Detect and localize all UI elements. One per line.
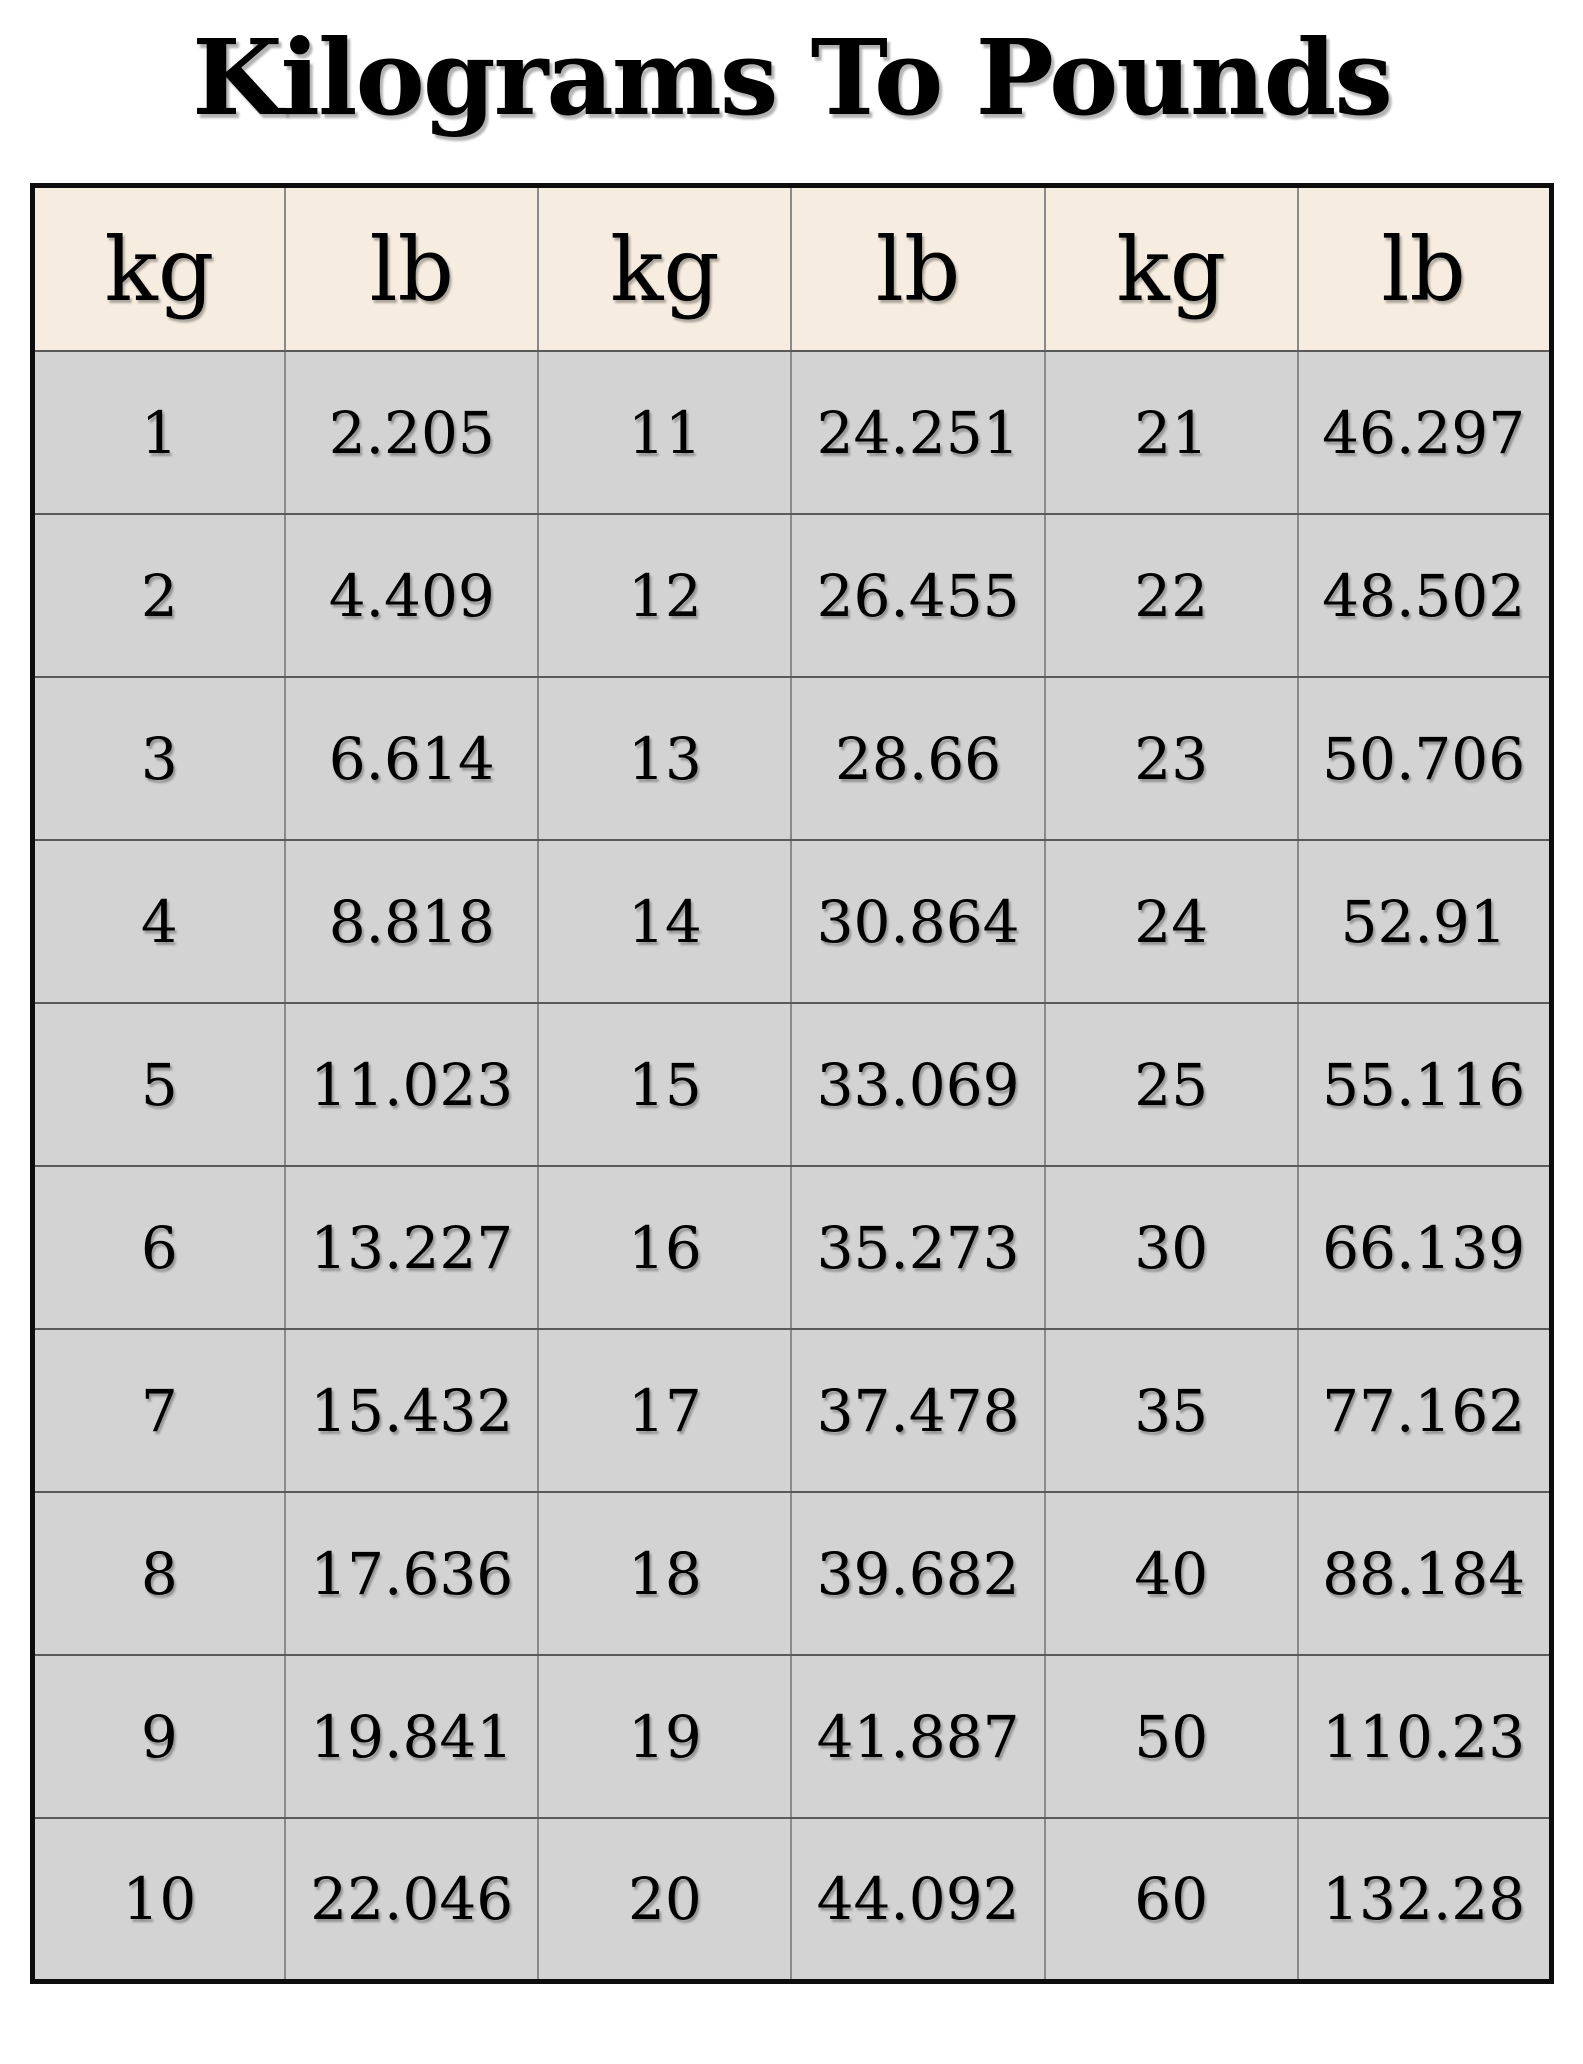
table-row: 2 4.409 12 26.455 22 48.502 [30, 513, 1553, 679]
kg-value-cell: 9 [30, 1654, 287, 1820]
table-row: 3 6.614 13 28.66 23 50.706 [30, 676, 1553, 842]
lb-value-cell: 41.887 [790, 1654, 1046, 1820]
kg-value-cell: 8 [30, 1491, 287, 1657]
table-row: 5 11.023 15 33.069 25 55.116 [30, 1002, 1553, 1168]
lb-value-cell: 17.636 [284, 1491, 540, 1657]
table-row: 6 13.227 16 35.273 30 66.139 [30, 1165, 1553, 1331]
lb-value-cell: 110.23 [1296, 1654, 1553, 1820]
lb-value-cell: 132.28 [1296, 1817, 1553, 1983]
lb-value-cell: 4.409 [284, 513, 540, 679]
lb-value-cell: 26.455 [790, 513, 1046, 679]
lb-value-cell: 19.841 [284, 1654, 540, 1820]
lb-value-cell: 11.023 [284, 1002, 540, 1168]
header-row: kg lb kg lb kg lb [30, 185, 1553, 353]
lb-value-cell: 37.478 [790, 1328, 1046, 1494]
kg-value-cell: 40 [1043, 1491, 1299, 1657]
table-body: 1 2.205 11 24.251 21 46.297 2 4.409 12 26.455 22 48… [30, 350, 1553, 1983]
lb-value-cell: 28.66 [790, 676, 1046, 842]
header-cell-kg: kg [30, 185, 287, 353]
lb-value-cell: 6.614 [284, 676, 540, 842]
lb-value-cell: 52.91 [1296, 839, 1553, 1005]
kg-value-cell: 25 [1043, 1002, 1299, 1168]
kg-value-cell: 10 [30, 1817, 287, 1983]
kg-value-cell: 23 [1043, 676, 1299, 842]
kg-value-cell: 50 [1043, 1654, 1299, 1820]
kg-value-cell: 6 [30, 1165, 287, 1331]
kg-value-cell: 18 [537, 1491, 793, 1657]
header-cell-kg: kg [1043, 185, 1299, 353]
kg-value-cell: 16 [537, 1165, 793, 1331]
table-header: kg lb kg lb kg lb [30, 185, 1553, 353]
table-row: 10 22.046 20 44.092 60 132.28 [30, 1817, 1553, 1983]
kg-value-cell: 17 [537, 1328, 793, 1494]
kg-value-cell: 7 [30, 1328, 287, 1494]
lb-value-cell: 24.251 [790, 350, 1046, 516]
kg-value-cell: 5 [30, 1002, 287, 1168]
kg-value-cell: 12 [537, 513, 793, 679]
lb-value-cell: 50.706 [1296, 676, 1553, 842]
kg-value-cell: 1 [30, 350, 287, 516]
header-cell-lb: lb [1296, 185, 1553, 353]
kg-value-cell: 60 [1043, 1817, 1299, 1983]
kg-value-cell: 20 [537, 1817, 793, 1983]
kg-value-cell: 21 [1043, 350, 1299, 516]
header-cell-kg: kg [537, 185, 793, 353]
header-cell-lb: lb [790, 185, 1046, 353]
lb-value-cell: 35.273 [790, 1165, 1046, 1331]
lb-value-cell: 8.818 [284, 839, 540, 1005]
table-row: 4 8.818 14 30.864 24 52.91 [30, 839, 1553, 1005]
table-row: 9 19.841 19 41.887 50 110.23 [30, 1654, 1553, 1820]
kg-value-cell: 13 [537, 676, 793, 842]
lb-value-cell: 22.046 [284, 1817, 540, 1983]
page: Kilograms To Pounds kg lb kg lb kg lb 1 2.205 1… [0, 16, 1583, 2064]
lb-value-cell: 44.092 [790, 1817, 1046, 1983]
kg-value-cell: 24 [1043, 839, 1299, 1005]
lb-value-cell: 46.297 [1296, 350, 1553, 516]
lb-value-cell: 77.162 [1296, 1328, 1553, 1494]
lb-value-cell: 39.682 [790, 1491, 1046, 1657]
kg-value-cell: 30 [1043, 1165, 1299, 1331]
kg-value-cell: 15 [537, 1002, 793, 1168]
kg-value-cell: 2 [30, 513, 287, 679]
lb-value-cell: 88.184 [1296, 1491, 1553, 1657]
lb-value-cell: 33.069 [790, 1002, 1046, 1168]
lb-value-cell: 55.116 [1296, 1002, 1553, 1168]
lb-value-cell: 48.502 [1296, 513, 1553, 679]
kg-value-cell: 35 [1043, 1328, 1299, 1494]
table-row: 8 17.636 18 39.682 40 88.184 [30, 1491, 1553, 1657]
kg-value-cell: 4 [30, 839, 287, 1005]
kg-value-cell: 14 [537, 839, 793, 1005]
lb-value-cell: 2.205 [284, 350, 540, 516]
kg-value-cell: 3 [30, 676, 287, 842]
kg-value-cell: 22 [1043, 513, 1299, 679]
lb-value-cell: 30.864 [790, 839, 1046, 1005]
header-cell-lb: lb [284, 185, 540, 353]
kg-value-cell: 19 [537, 1654, 793, 1820]
table-row: 7 15.432 17 37.478 35 77.162 [30, 1328, 1553, 1494]
table-row: 1 2.205 11 24.251 21 46.297 [30, 350, 1553, 516]
lb-value-cell: 15.432 [284, 1328, 540, 1494]
lb-value-cell: 66.139 [1296, 1165, 1553, 1331]
page-title: Kilograms To Pounds [192, 16, 1393, 139]
kg-to-lb-conversion-table: kg lb kg lb kg lb 1 2.205 11 24.251 21 46.297 2 4.40… [29, 182, 1554, 1984]
lb-value-cell: 13.227 [284, 1165, 540, 1331]
kg-value-cell: 11 [537, 350, 793, 516]
